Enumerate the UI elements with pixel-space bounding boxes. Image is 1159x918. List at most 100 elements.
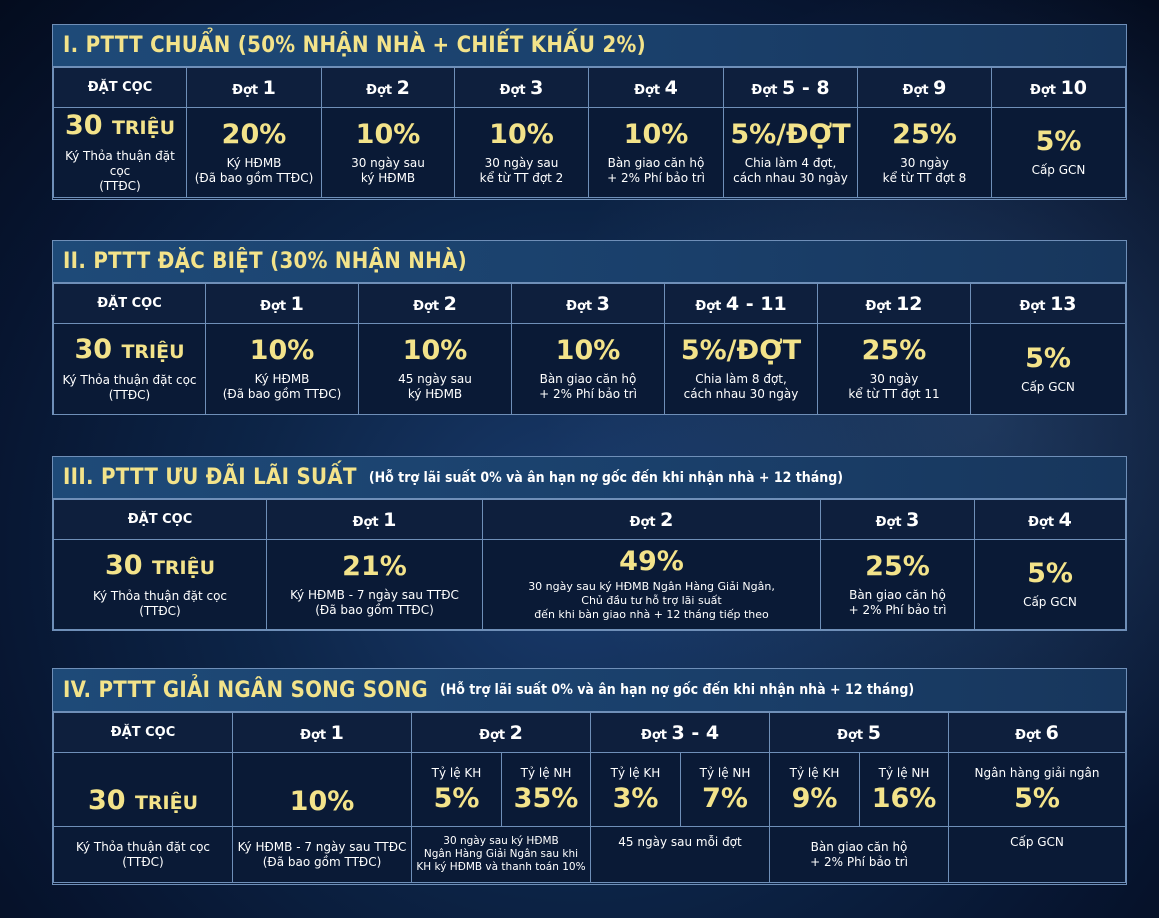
batch-note: 45 ngày sau mỗi đợt [589, 826, 771, 883]
batch-cell: 5% Cấp GCN [991, 107, 1126, 198]
batch-prefix: Đợt [865, 298, 897, 314]
batch-cell: 5% Cấp GCN [974, 539, 1126, 630]
batch-header: Đợt 2 [411, 712, 591, 753]
batch-cell: 25% 30 ngày kể từ TT đợt 11 [817, 323, 971, 415]
batch-note: Cấp GCN [1031, 163, 1086, 177]
section-title: I. PTTT CHUẨN (50% NHẬN NHÀ + CHIẾT KHẤU… [53, 25, 1126, 67]
batch-prefix: Đợt [499, 82, 531, 98]
batch-percentage: 21% [342, 550, 407, 582]
batch-number: 13 [1050, 292, 1077, 315]
payment-table: ĐẶT CỌC Đợt 1 Đợt 2 Đợt 3 - 4 Đợt 5 Đợt … [53, 712, 1126, 883]
kh-cell: Tỷ lệ KH 5% [411, 752, 502, 827]
kh-cell: Tỷ lệ KH 3% [590, 752, 681, 827]
batch-header: Đợt 5 - 8 [723, 67, 858, 108]
batch-note: Bàn giao căn hộ + 2% Phí bảo trì [769, 826, 950, 883]
batch-number: 2 [660, 508, 674, 531]
batch-percentage: 5%/ĐỢT [730, 118, 851, 150]
section-title-text: II. PTTT ĐẶC BIỆT (30% NHẬN NHÀ) [63, 249, 467, 274]
batch-note: Ký HĐMB (Đã bao gồm TTĐC) [222, 372, 342, 401]
batch-header: Đợt 2 [358, 283, 512, 324]
batch-note: Ký HĐMB (Đã bao gồm TTĐC) [194, 155, 314, 185]
batch-cell: 10% Bàn giao căn hộ + 2% Phí bảo trì [511, 323, 665, 415]
deposit-header: ĐẶT CỌC [53, 283, 206, 324]
batch-header: Đợt 1 [232, 712, 412, 753]
nh-cell: Tỷ lệ NH 7% [679, 752, 771, 827]
batch-note: Bàn giao căn hộ + 2% Phí bảo trì [848, 587, 947, 617]
batch-number: 2 [396, 76, 410, 99]
batch-percentage: 5% [1025, 342, 1071, 374]
deposit-header: ĐẶT CỌC [53, 712, 233, 753]
batch-percentage: 10% [249, 335, 315, 366]
batch-percentage: 49% [619, 546, 684, 577]
batch-cell: 10% Ký HĐMB (Đã bao gồm TTĐC) [205, 323, 359, 415]
batch-number: 4 [664, 76, 678, 99]
batch-percentage: 10% [402, 335, 468, 366]
batch-number: 3 [906, 508, 920, 531]
deposit-cell: 30 TRIỆU Ký Thỏa thuận đặt cọc (TTĐC) [53, 107, 187, 198]
batch-header: Đợt 1 [186, 67, 322, 108]
batch-cell: 5%/ĐỢT Chia làm 8 đợt, cách nhau 30 ngày [664, 323, 818, 415]
batch-percentage: 5% [1035, 126, 1082, 157]
batch-note: 30 ngày sau ký HĐMB [351, 155, 425, 185]
batch-prefix: Đợt [566, 298, 597, 314]
batch-number: 1 [383, 508, 397, 531]
deposit-value-cell: 30 TRIỆU [53, 752, 233, 827]
batch-number: 4 [1058, 508, 1072, 531]
payment-table: ĐẶT CỌC Đợt 1 Đợt 2 Đợt 3 Đợt 4 - 11 Đợt… [53, 283, 1126, 415]
batch-number: 3 [530, 76, 544, 99]
batch-percentage: 5% [1027, 558, 1073, 589]
batch-note: 30 ngày sau ký HĐMB Ngân Hàng Giải Ngân,… [528, 580, 775, 621]
batch-number: 12 [896, 292, 923, 315]
batch-prefix: Đợt [352, 514, 384, 530]
payment-table: ĐẶT CỌC Đợt 1 Đợt 2 Đợt 3 Đợt 4 30 TRIỆU… [53, 499, 1126, 630]
batch-header: Đợt 10 [991, 67, 1126, 108]
batch-cell: 5% Cấp GCN [970, 323, 1126, 415]
batch-note: Cấp GCN [1023, 595, 1077, 609]
batch-prefix: Đợt [413, 298, 444, 314]
batch-cell: 25% Bàn giao căn hộ + 2% Phí bảo trì [820, 539, 975, 630]
batch-cell: 5%/ĐỢT Chia làm 4 đợt, cách nhau 30 ngày [723, 107, 858, 198]
batch-note: Chia làm 8 đợt, cách nhau 30 ngày [683, 372, 799, 401]
nh-cell: Tỷ lệ NH 35% [501, 752, 591, 827]
batch-header: Đợt 3 [820, 499, 975, 540]
batch-note: 30 ngày sau ký HĐMB Ngân Hàng Giải Ngân … [411, 826, 591, 883]
batch-note: Bàn giao căn hộ + 2% Phí bảo trì [539, 372, 637, 401]
batch-note: Cấp GCN [948, 826, 1126, 883]
batch-header: Đợt 1 [266, 499, 483, 540]
batch-prefix: Đợt [902, 82, 934, 98]
batch-header: Đợt 6 [948, 712, 1126, 753]
batch-percentage: 10% [355, 118, 421, 150]
section-title: IV. PTTT GIẢI NGÂN SONG SONG (Hỗ trợ lãi… [53, 669, 1126, 712]
batch-note: 30 ngày kể từ TT đợt 8 [882, 155, 967, 185]
batch-note: 30 ngày sau kể từ TT đợt 2 [479, 155, 564, 185]
batch-cell: 10% Bàn giao căn hộ + 2% Phí bảo trì [588, 107, 724, 198]
batch-percentage: 5%/ĐỢT [680, 335, 802, 366]
deposit-cell: 30 TRIỆU Ký Thỏa thuận đặt cọc (TTĐC) [53, 539, 267, 630]
batch-header: Đợt 3 [454, 67, 589, 108]
batch-note: Cấp GCN [1021, 379, 1075, 394]
batch-header: Đợt 3 - 4 [589, 712, 771, 753]
section-interest: III. PTTT ƯU ĐÃI LÃI SUẤT (Hỗ trợ lãi su… [52, 456, 1127, 631]
section-title-text: III. PTTT ƯU ĐÃI LÃI SUẤT [63, 465, 357, 490]
batch-number: 9 [933, 76, 947, 99]
batch-percentage: 25% [892, 118, 957, 150]
batch-percentage: 20% [221, 118, 287, 150]
deposit-cell: 30 TRIỆU Ký Thỏa thuận đặt cọc (TTĐC) [53, 323, 206, 415]
batch-number: 2 [443, 292, 457, 315]
batch-header: Đợt 5 [769, 712, 950, 753]
batch-prefix: Đợt [260, 298, 291, 314]
deposit-header: ĐẶT CỌC [53, 499, 267, 540]
batch-note: 30 ngày kể từ TT đợt 11 [848, 372, 940, 401]
section-subtitle: (Hỗ trợ lãi suất 0% và ân hạn nợ gốc đến… [439, 682, 915, 698]
batch-header: Đợt 4 [974, 499, 1126, 540]
section-subtitle: (Hỗ trợ lãi suất 0% và ân hạn nợ gốc đến… [368, 469, 843, 486]
deposit-note: Ký Thỏa thuận đặt cọc (TTĐC) [53, 826, 233, 883]
section-title: II. PTTT ĐẶC BIỆT (30% NHẬN NHÀ) [53, 241, 1126, 283]
section-special: II. PTTT ĐẶC BIỆT (30% NHẬN NHÀ) ĐẶT CỌC… [52, 240, 1127, 415]
batch-cell: 10% 30 ngày sau ký HĐMB [321, 107, 455, 198]
batch-note: 45 ngày sau ký HĐMB [398, 372, 472, 401]
batch-note: Bàn giao căn hộ + 2% Phí bảo trì [607, 155, 705, 185]
batch-cell: 20% Ký HĐMB (Đã bao gồm TTĐC) [186, 107, 322, 198]
batch-number: 3 [596, 292, 610, 315]
batch-cell: 25% 30 ngày kể từ TT đợt 8 [857, 107, 992, 198]
